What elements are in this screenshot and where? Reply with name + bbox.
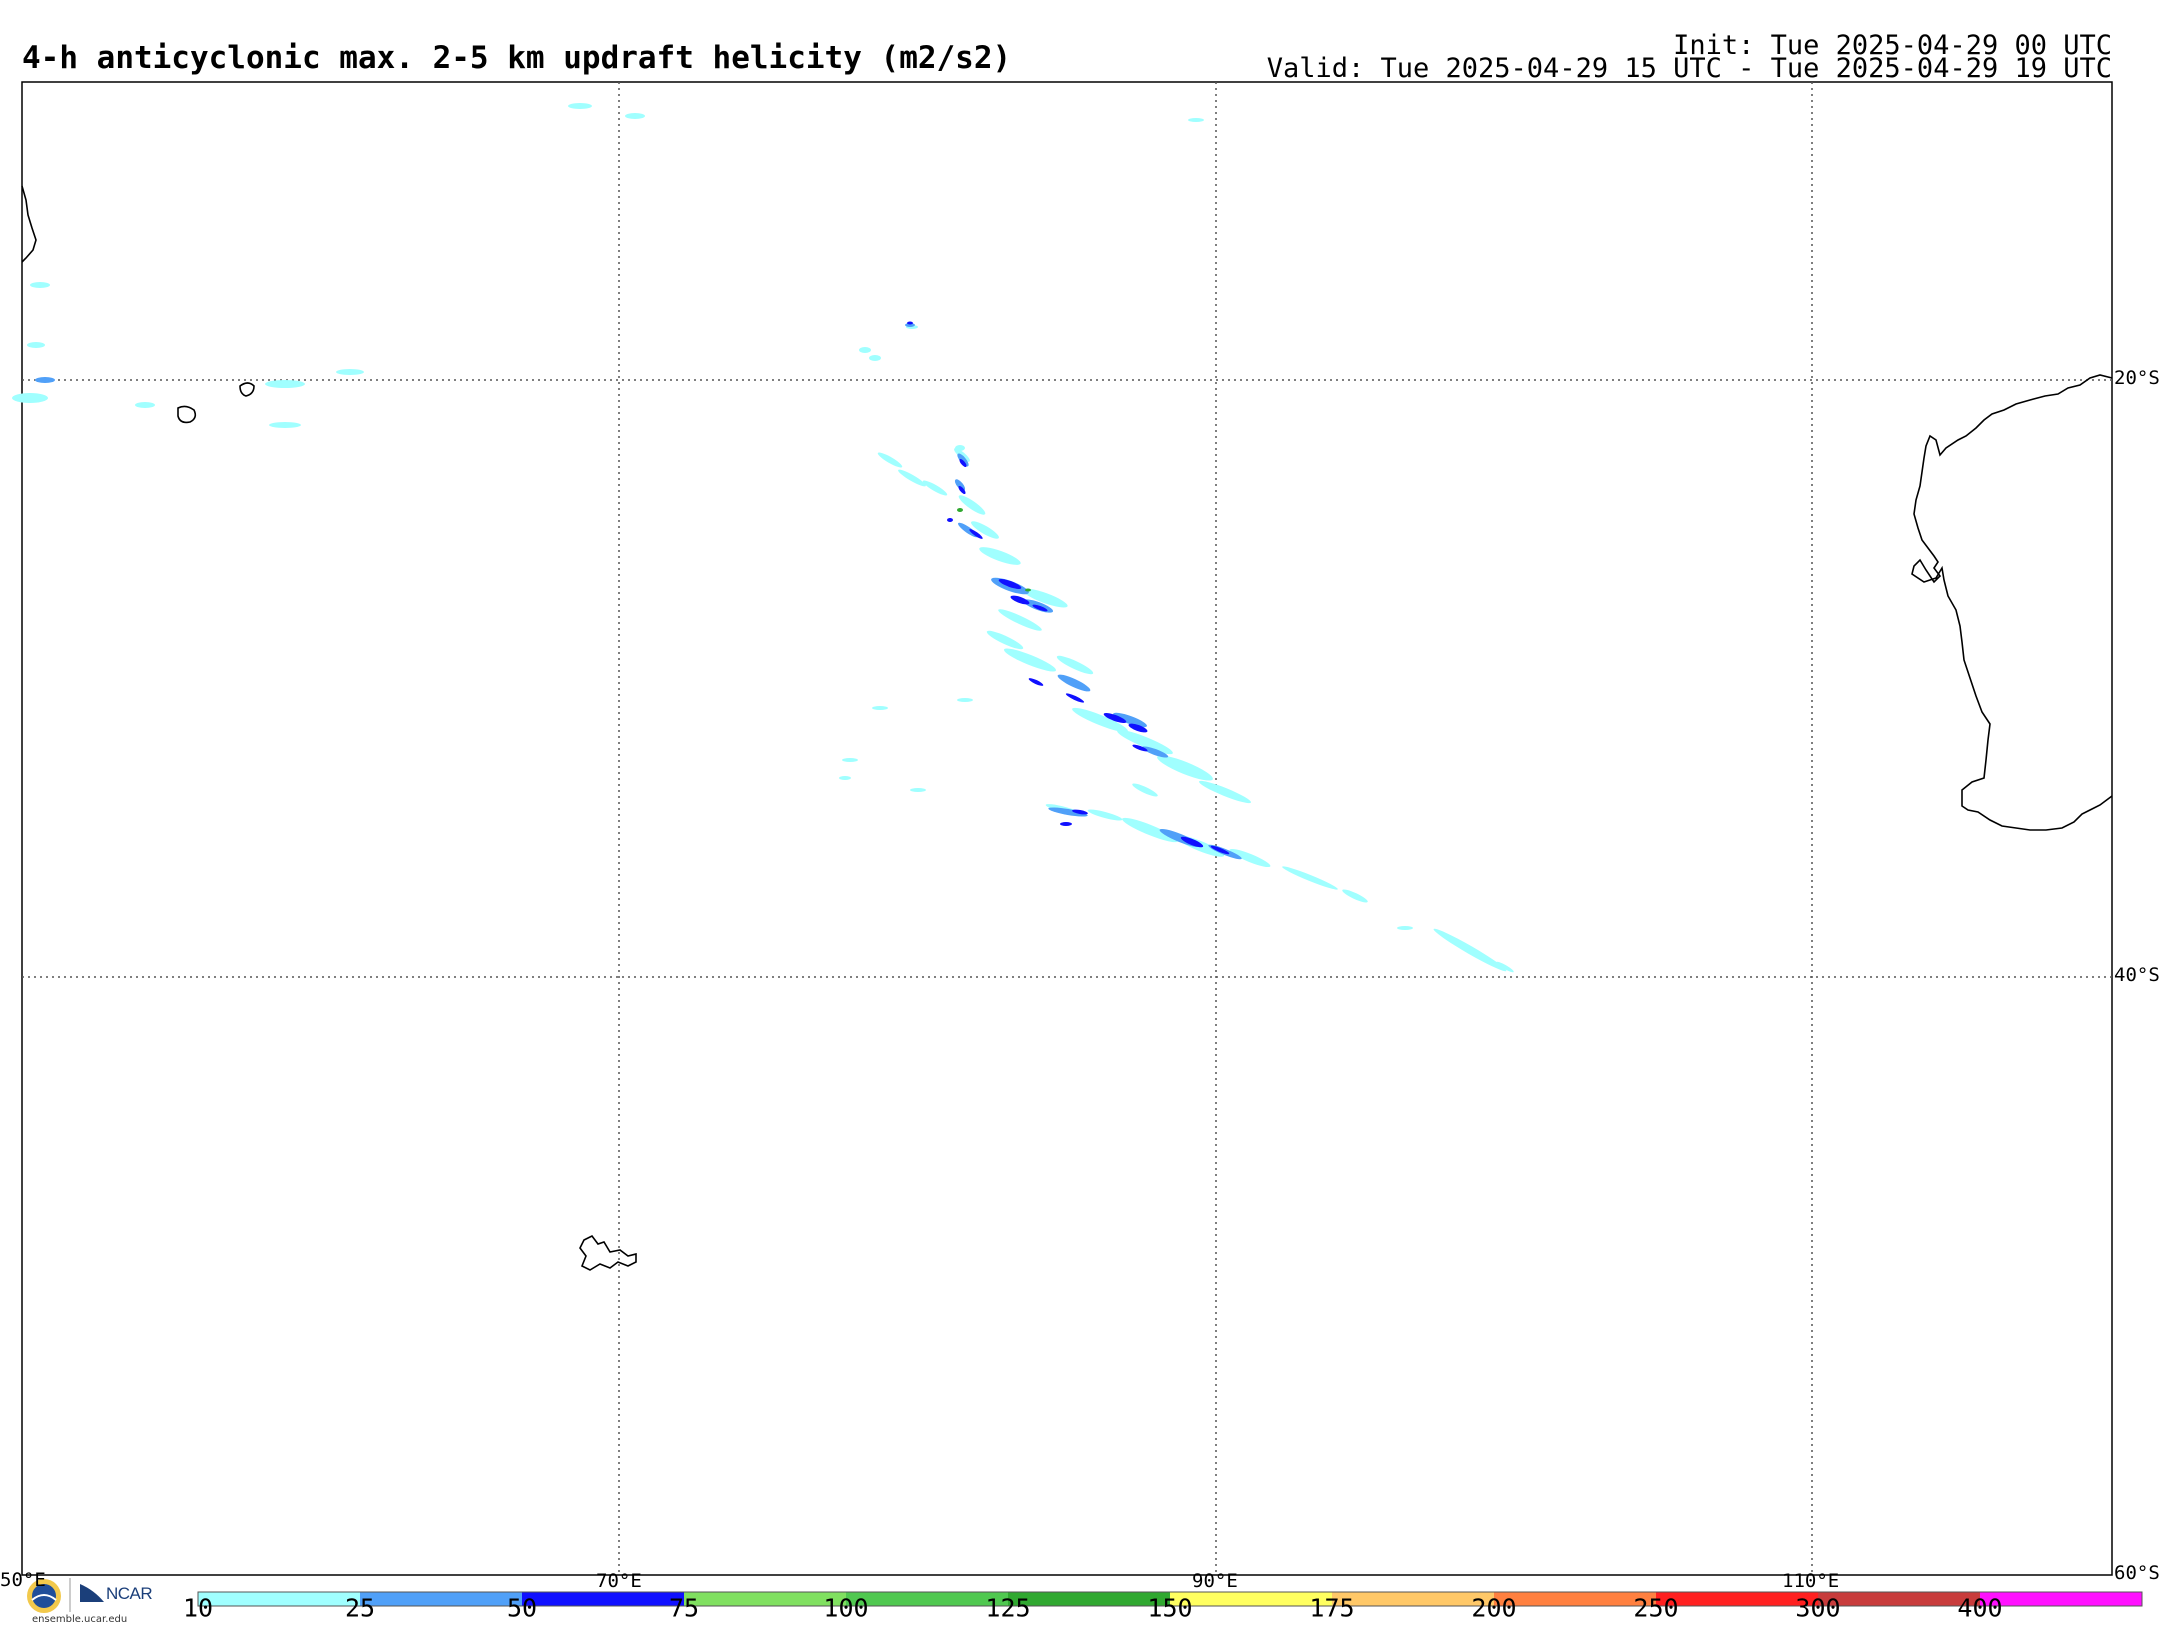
helicity-25-50 [35, 323, 1242, 860]
colorbar-label: 125 [985, 1593, 1031, 1623]
colorbar-swatch [198, 1592, 360, 1606]
valid-time: Valid: Tue 2025-04-29 15 UTC - Tue 2025-… [1266, 53, 2112, 84]
lon-label-50e: 50°E [0, 1569, 46, 1591]
credit-url: ensemble.ucar.edu [32, 1614, 128, 1625]
helicity-swaths [12, 103, 1514, 973]
lon-label-70e: 70°E [596, 1570, 642, 1592]
lon-label-90e: 90°E [1192, 1570, 1238, 1592]
map-frame [21, 81, 2113, 1576]
colorbar-label: 10 [182, 1593, 214, 1623]
colorbar-swatch [846, 1592, 1008, 1606]
helicity-50-75 [907, 321, 1230, 855]
kerguelen-islands [579, 1234, 637, 1271]
reunion-island [177, 405, 197, 424]
colorbar-swatch [1008, 1592, 1170, 1606]
madagascar-coast [21, 185, 37, 263]
colorbar-swatch [1332, 1592, 1494, 1606]
colorbar-outline [197, 1591, 2143, 1607]
colorbar-swatch [360, 1592, 522, 1606]
mauritius-island [239, 382, 255, 397]
map-title: 4-h anticyclonic max. 2-5 km updraft hel… [22, 40, 1012, 76]
colorbar-label: 175 [1309, 1593, 1355, 1623]
colorbar-swatch [1494, 1592, 1656, 1606]
colorbar-swatch [684, 1592, 846, 1606]
colorbar-label: 300 [1795, 1593, 1841, 1623]
colorbar-swatch [1818, 1592, 1980, 1606]
init-time: Init: Tue 2025-04-29 00 UTC [1673, 30, 2112, 61]
gridlines [22, 82, 2112, 1575]
ncar-logo-text: NCAR [106, 1584, 153, 1603]
lat-label-40s: 40°S [2114, 964, 2160, 986]
colorbar-label: 100 [823, 1593, 869, 1623]
colorbar-swatch [522, 1592, 684, 1606]
colorbar-label: 200 [1471, 1593, 1517, 1623]
colorbar-swatch [1656, 1592, 1818, 1606]
colorbar-swatch [1170, 1592, 1332, 1606]
coastlines [21, 185, 2113, 1271]
nsf-seal-icon [27, 1579, 61, 1613]
lat-label-20s: 20°S [2114, 367, 2160, 389]
lat-label-60s: 60°S [2114, 1562, 2160, 1584]
australia-coast [1911, 374, 2113, 831]
helicity-75-150 [957, 508, 1031, 592]
colorbar-label: 75 [668, 1593, 700, 1623]
colorbar-label: 25 [344, 1593, 376, 1623]
lon-label-110e: 110°E [1782, 1570, 1840, 1592]
colorbar-label: 50 [506, 1593, 538, 1623]
ncar-logo-icon [80, 1584, 104, 1602]
colorbar-label: 250 [1633, 1593, 1679, 1623]
helicity-10-25 [12, 103, 1514, 973]
colorbar-label: 150 [1147, 1593, 1193, 1623]
colorbar-label: 400 [1957, 1593, 2003, 1623]
colorbar [197, 1591, 2143, 1607]
colorbar-swatch [1980, 1592, 2142, 1606]
